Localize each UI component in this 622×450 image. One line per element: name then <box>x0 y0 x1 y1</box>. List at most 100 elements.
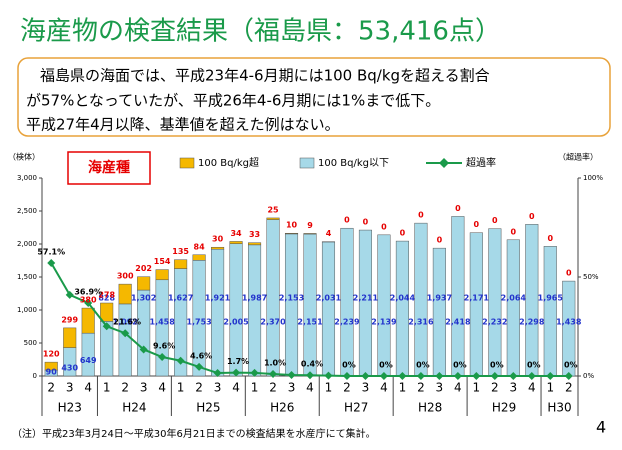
y-tick-label: 500 <box>24 339 37 347</box>
x-tick-label: 4 <box>380 381 388 395</box>
page-number: 4 <box>596 418 606 437</box>
above-value-label: 84 <box>194 242 206 251</box>
bar-above <box>100 302 114 322</box>
bar-below <box>303 233 317 377</box>
x-tick-label: 2 <box>195 381 203 395</box>
bar-above <box>155 269 169 281</box>
below-value-label: 1,987 <box>242 294 267 303</box>
above-value-label: 9 <box>307 221 313 230</box>
summary-line: 福島県の海面では、平成23年4-6月期には100 Bq/kgを超える割合 <box>40 67 490 85</box>
x-tick-label: 3 <box>66 381 74 395</box>
y-tick-label: 2,000 <box>17 240 37 248</box>
tag: 海産種 <box>88 159 130 176</box>
rate-marker <box>269 370 278 379</box>
above-value-label: 30 <box>212 235 224 244</box>
rate-marker <box>121 329 130 338</box>
legend-label: 100 Bq/kg以下 <box>318 158 389 169</box>
rate-label: 0.4% <box>301 360 323 369</box>
rate-marker <box>139 345 148 354</box>
y2-tick-label: 50% <box>583 273 599 281</box>
below-value-label: 1,753 <box>186 318 211 327</box>
above-value-label: 300 <box>117 272 134 281</box>
y-tick-label: 3,000 <box>17 174 37 182</box>
below-value-label: 2,239 <box>334 318 360 327</box>
rate-label: 0% <box>379 361 393 370</box>
bar-below <box>395 240 409 377</box>
rate-marker <box>176 356 185 365</box>
below-value-label: 1,937 <box>427 294 452 303</box>
x-group-label: H23 <box>58 401 82 415</box>
bar-below <box>414 222 428 377</box>
below-value-label: 2,064 <box>501 294 527 303</box>
legend-marker <box>439 158 449 168</box>
bar-above <box>266 217 280 220</box>
above-value-label: 0 <box>492 216 498 225</box>
x-tick-label: 4 <box>84 381 92 395</box>
above-value-label: 33 <box>249 230 260 239</box>
summary-line: 平成27年4月以降、基準値を超えた例はない。 <box>26 116 340 134</box>
above-value-label: 202 <box>135 264 152 273</box>
rate-label: 1.7% <box>227 357 249 366</box>
x-group-label: H26 <box>270 401 294 415</box>
x-tick-label: 3 <box>140 381 148 395</box>
x-tick-label: 2 <box>491 381 499 395</box>
bar-below <box>340 227 354 377</box>
bar-above <box>284 232 299 235</box>
x-tick-label: 3 <box>509 381 517 395</box>
rate-marker <box>306 371 314 380</box>
below-value-label: 2,151 <box>297 318 323 327</box>
rate-marker <box>232 368 241 377</box>
rate-marker <box>453 372 462 380</box>
x-tick-label: 2 <box>121 381 129 395</box>
below-value-label: 1,921 <box>205 294 231 303</box>
x-tick-label: 3 <box>436 381 444 395</box>
y2-tick-label: 100% <box>583 174 603 182</box>
above-value-label: 154 <box>154 257 171 266</box>
rate-marker <box>102 322 111 331</box>
rate-label: 0% <box>416 361 430 370</box>
x-tick-label: 1 <box>546 381 554 395</box>
above-value-label: 120 <box>43 350 60 359</box>
rate-marker <box>158 352 167 361</box>
below-value-label: 2,139 <box>371 318 397 327</box>
rate-marker <box>416 372 425 380</box>
above-value-label: 34 <box>230 229 242 238</box>
rate-marker <box>324 371 333 380</box>
rate-label: 0% <box>342 361 356 370</box>
above-value-label: 135 <box>172 247 189 256</box>
x-tick-label: 3 <box>288 381 296 395</box>
above-value-label: 0 <box>418 211 424 220</box>
below-value-label: 2,418 <box>445 318 471 327</box>
bar-above <box>118 283 132 305</box>
rate-marker <box>435 372 444 380</box>
above-value-label: 0 <box>363 218 369 227</box>
legend-label: 超過率 <box>466 156 496 169</box>
rate-label: 0% <box>453 361 467 370</box>
above-value-label: 278 <box>98 291 115 300</box>
x-tick-label: 4 <box>528 381 536 395</box>
bar-below <box>248 244 262 377</box>
below-value-label: 2,316 <box>408 318 434 327</box>
summary-line: が57%となっていたが、平成26年4-6月期には1%まで低下。 <box>26 92 440 110</box>
below-value-label: 2,153 <box>279 294 304 303</box>
below-value-label: 2,044 <box>390 294 416 303</box>
rate-label: 1.0% <box>264 359 286 368</box>
y-tick-label: 0 <box>33 372 37 380</box>
below-value-label: 2,370 <box>260 318 286 327</box>
rate-label: 57.1% <box>37 247 65 256</box>
above-value-label: 380 <box>80 296 97 305</box>
above-value-label: 25 <box>267 205 279 214</box>
rate-label: 9.6% <box>153 341 175 350</box>
x-tick-label: 2 <box>417 381 425 395</box>
x-group-label: H29 <box>492 401 516 415</box>
x-tick-label: 4 <box>158 381 166 395</box>
rate-label: 0% <box>490 361 504 370</box>
x-tick-label: 1 <box>103 381 111 395</box>
x-tick-label: 1 <box>325 381 333 395</box>
legend-label: 100 Bq/kg超 <box>198 156 259 169</box>
rate-marker <box>195 362 204 371</box>
note: （注）平成23年3月24日～平成30年6月21日までの検査結果を水産庁にて集計。 <box>12 427 376 440</box>
x-tick-label: 3 <box>362 381 370 395</box>
bar-below <box>118 303 132 377</box>
rate-label: 0% <box>564 361 578 370</box>
